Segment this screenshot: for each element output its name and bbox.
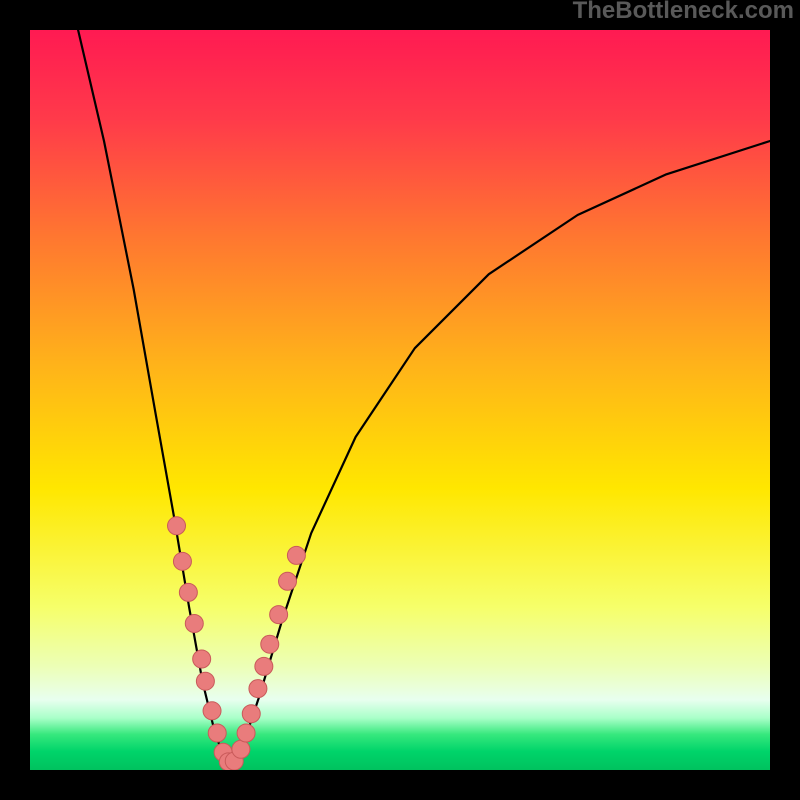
data-marker (193, 650, 211, 668)
chart-stage: TheBottleneck.com (0, 0, 800, 800)
data-marker (208, 724, 226, 742)
data-marker (261, 635, 279, 653)
watermark-text: TheBottleneck.com (573, 0, 794, 25)
data-marker (237, 724, 255, 742)
data-marker (279, 572, 297, 590)
bottleneck-chart (0, 0, 800, 800)
data-marker (203, 702, 221, 720)
data-marker (185, 614, 203, 632)
data-marker (168, 517, 186, 535)
data-marker (179, 583, 197, 601)
data-marker (249, 680, 267, 698)
data-marker (255, 657, 273, 675)
data-marker (270, 606, 288, 624)
data-marker (196, 672, 214, 690)
chart-gradient-bg (30, 30, 770, 770)
data-marker (173, 552, 191, 570)
data-marker (242, 705, 260, 723)
data-marker (287, 546, 305, 564)
data-marker (232, 740, 250, 758)
